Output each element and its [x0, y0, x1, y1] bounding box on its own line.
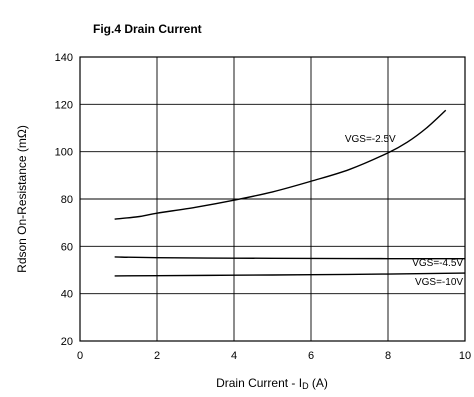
x-tick-label: 8 [385, 350, 391, 362]
series-label: VGS=-2.5V [345, 134, 396, 145]
series-line [114, 272, 466, 277]
series-line [114, 256, 466, 260]
y-tick-label: 20 [61, 336, 73, 348]
y-tick-label: 80 [61, 194, 73, 206]
series-line [114, 109, 447, 220]
series-label: VGS=-10V [415, 277, 463, 288]
y-axis-label: Rdson On-Resistance (mΩ) [15, 125, 29, 273]
y-tick-label: 100 [55, 147, 73, 159]
figure-title: Fig.4 Drain Current [93, 22, 202, 36]
x-axis-label: Drain Current - ID (A) [216, 376, 328, 391]
y-tick-label: 60 [61, 241, 73, 253]
x-tick-label: 10 [459, 350, 471, 362]
plot-frame [79, 56, 466, 342]
x-tick-label: 0 [77, 350, 83, 362]
series-group: VGS=-2.5V VGS=-4.5V VGS=-10V [114, 109, 466, 288]
y-tick-label: 40 [61, 289, 73, 301]
x-tick-label: 6 [308, 350, 314, 362]
grid [80, 57, 465, 341]
tick-labels: 0 2 4 6 8 10 20 40 60 80 100 120 140 [55, 52, 471, 362]
series-label: VGS=-4.5V [412, 258, 463, 269]
x-tick-label: 2 [154, 350, 160, 362]
x-tick-label: 4 [231, 350, 237, 362]
y-tick-label: 140 [55, 52, 73, 64]
y-tick-label: 120 [55, 99, 73, 111]
